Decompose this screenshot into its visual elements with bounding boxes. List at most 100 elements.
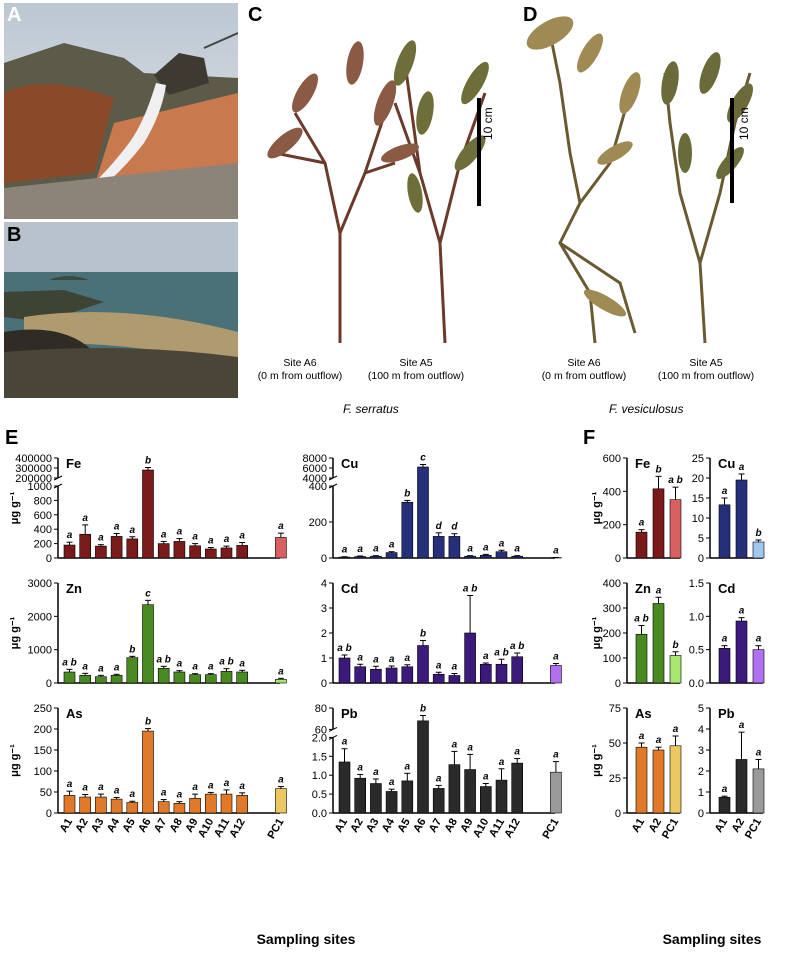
chart-e-pb-ytick-label-3: 1.5 xyxy=(312,751,327,763)
chart-f-pb-xtick-pc1: PC1 xyxy=(743,817,764,842)
chart-e-pb-bar-a4 xyxy=(385,791,398,814)
chart-f-zn-ylabel: μg g⁻¹ xyxy=(591,616,603,649)
chart-e-cd-ytick-label-0: 0 xyxy=(321,678,327,690)
chart-f-fe-bar-pc1 xyxy=(669,499,682,559)
chart-e-as-xtick-a7: A7 xyxy=(152,817,169,835)
chart-e-zn-letter-a6: c xyxy=(145,588,151,599)
caption-d-left-site: Site A6 xyxy=(567,357,601,369)
chart-e-cd-bar-a4 xyxy=(385,667,398,684)
chart-e-pb-bar-a11 xyxy=(495,779,508,814)
chart-f-fe-ytick-label-3: 600 xyxy=(603,453,621,465)
chart-f-fe-letter-a2: b xyxy=(655,464,661,475)
chart-e-as-bar-pc1 xyxy=(275,788,287,814)
chart-f-pb-ytick-label-4: 4 xyxy=(698,724,704,736)
chart-e-pb-letter-a1: a xyxy=(342,737,348,748)
chart-f-as-letter-a2: a xyxy=(656,735,662,746)
chart-e-pb-ytick-label-4: 2.0 xyxy=(312,732,327,744)
chart-e-as-xtick-a5: A5 xyxy=(120,817,137,835)
chart-e-cd-letter-a12: a b xyxy=(510,641,524,652)
chart-e-cu-bar-a12 xyxy=(511,555,524,559)
chart-e-cd-bar-a7 xyxy=(432,673,445,684)
chart-e-cd-ytick-label-1: 1 xyxy=(321,653,327,665)
chart-e-as-letter-a8: a xyxy=(177,790,183,801)
chart-e-cu-letter-a9: a xyxy=(467,544,473,555)
chart-e-cd-letter-a5: a xyxy=(405,653,411,664)
chart-e-as-letter-a9: a xyxy=(192,782,198,793)
chart-f-cd-letter-a2: a xyxy=(739,606,745,617)
chart-f-cu-bar-a1 xyxy=(718,504,731,559)
chart-e-cd-ytick-label-3: 3 xyxy=(321,603,327,615)
chart-e-fe-bar-a6 xyxy=(142,469,154,559)
chart-f-pb-ytick-label-0: 0 xyxy=(698,808,704,820)
chart-e-pb-bar-a5 xyxy=(401,780,414,814)
chart-e-fe-title: Fe xyxy=(66,456,81,471)
chart-e-as-bar-a12 xyxy=(236,795,248,814)
chart-e-as-ytick-label-2: 100 xyxy=(34,766,52,778)
chart-f-pb-letter-pc1: a xyxy=(756,747,762,758)
caption-c-left-site: Site A6 xyxy=(283,357,317,369)
chart-e-fe-letter-a12: a xyxy=(239,531,245,542)
chart-e-zn-letter-a8: a xyxy=(177,659,183,670)
chart-e-cu-ytick-label-4: 6000 xyxy=(303,463,327,475)
chart-f-pb-bar-pc1 xyxy=(752,768,765,814)
chart-e-fe-bar-a7 xyxy=(157,543,170,559)
chart-e-as-xtick-a6: A6 xyxy=(136,817,153,835)
chart-e-pb-letter-a10: a xyxy=(483,772,489,783)
chart-e-cu-bar-a8 xyxy=(448,536,461,559)
chart-e-cu-letter-a2: a xyxy=(357,544,363,555)
chart-f-zn-ytick-label-2: 200 xyxy=(603,628,621,640)
chart-e-as-bar-a10 xyxy=(205,793,217,814)
chart-e-cd-bar-a1 xyxy=(338,657,351,684)
chart-e-pb-letter-a3: a xyxy=(373,767,379,778)
panel-letter-f: F xyxy=(583,427,596,449)
chart-e-cd-bar-a6 xyxy=(417,645,429,684)
chart-e-cd-bar-a10 xyxy=(479,663,492,684)
chart-e-fe-bar-a12 xyxy=(236,545,248,559)
chart-f-pb-letter-a1: a xyxy=(722,784,728,795)
chart-e-cu-letter-a8: d xyxy=(451,522,458,533)
chart-e-zn-bar-a12 xyxy=(236,671,248,684)
chart-f-fe-ytick-label-0: 0 xyxy=(615,553,621,565)
chart-e-fe-ytick-label-4: 800 xyxy=(34,495,52,507)
chart-e-as-bar-a2 xyxy=(79,796,91,814)
chart-e-cd-title: Cd xyxy=(341,581,358,596)
chart-e-pb-xtick-a3: A3 xyxy=(364,817,381,835)
chart-e-cu-bar-a7 xyxy=(432,536,445,559)
photo-f-vesiculosus xyxy=(520,3,795,393)
chart-e-as-letter-a3: a xyxy=(98,782,104,793)
chart-e-fe-letter-a6: b xyxy=(145,456,151,467)
caption-c-left-distance: (0 m from outflow) xyxy=(257,370,343,382)
chart-e-fe-ytick-label-6: 200000 xyxy=(15,473,52,485)
chart-f-fe-ytick-label-1: 200 xyxy=(603,520,621,532)
chart-e-cd-bar-a2 xyxy=(354,666,367,684)
chart-e-zn-ytick-label-2: 2000 xyxy=(28,611,52,623)
chart-e-pb-letter-a8: a xyxy=(452,739,458,750)
chart-e-cd-ytick-label-4: 4 xyxy=(321,578,327,590)
chart-f-pb-ytick-label-2: 2 xyxy=(698,766,704,778)
chart-f-fe-bar-a2 xyxy=(652,488,665,559)
chart-e-as-letter-a4: a xyxy=(114,785,120,796)
chart-e-fe-ytick-label-8: 400000 xyxy=(15,453,52,465)
chart-f-cd-bar-pc1 xyxy=(752,649,765,684)
xlabel-f: Sampling sites xyxy=(663,931,762,947)
chart-e-cu-bar-a4 xyxy=(385,552,398,559)
chart-e-cd-letter-a10: a xyxy=(483,651,489,662)
chart-e-fe-letter-a11: a xyxy=(224,534,230,545)
chart-e-cu-ytick-label-1: 200 xyxy=(309,517,327,529)
chart-e-cu-letter-a6: c xyxy=(420,453,426,464)
chart-e-as-ylabel: μg g⁻¹ xyxy=(9,744,21,777)
chart-f-zn-bar-a2 xyxy=(652,603,665,684)
chart-f-pb-bar-a2 xyxy=(735,759,748,814)
chart-e-zn-title: Zn xyxy=(66,581,82,596)
chart-f-as-ytick-label-1: 25 xyxy=(609,773,621,785)
chart-e-fe-letter-a10: a xyxy=(208,536,214,547)
panel-letter-d: D xyxy=(523,4,538,26)
chart-e-fe-ytick-label-1: 200 xyxy=(34,539,52,551)
chart-e-cd-letter-a6: b xyxy=(420,629,426,640)
chart-e-pb-xtick-a12: A12 xyxy=(502,817,522,840)
panel-letter-a: A xyxy=(7,4,22,26)
chart-f-as-letter-a1: a xyxy=(639,731,645,742)
chart-f-zn-letter-a2: a xyxy=(656,585,662,596)
chart-f-zn-ytick-label-1: 100 xyxy=(603,653,621,665)
